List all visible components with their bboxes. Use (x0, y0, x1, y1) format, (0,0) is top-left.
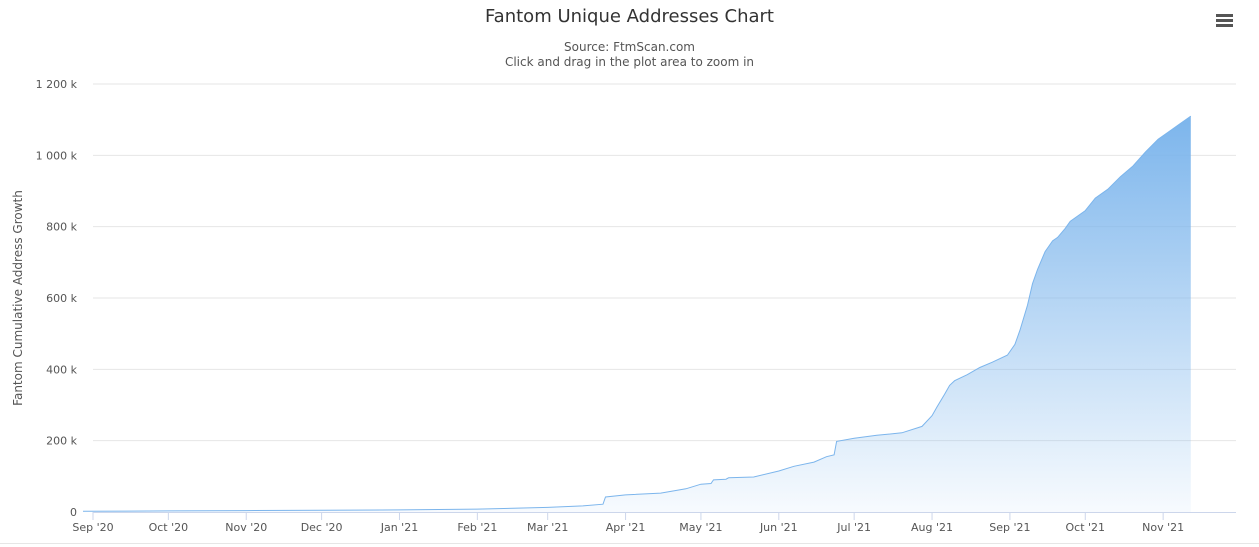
x-tick-label: Mar '21 (527, 521, 568, 534)
hamburger-menu-icon-middle (1216, 19, 1233, 22)
x-tick-label: Sep '20 (72, 521, 113, 534)
series-area-fill (83, 116, 1191, 512)
y-tick-label: 600 k (46, 292, 77, 305)
y-tick-label: 0 (70, 506, 77, 519)
x-tick-label: Jul '21 (836, 521, 871, 534)
y-tick-label: 200 k (46, 435, 77, 448)
y-tick-label: 800 k (46, 221, 77, 234)
bottom-divider (0, 543, 1259, 544)
x-tick-label: Oct '21 (1066, 521, 1106, 534)
series-line (82, 115, 1192, 512)
y-axis-ticks: 0 200 k 400 k 600 k 800 k 1 000 k 1 200 k (36, 78, 78, 519)
x-tick-label: Nov '20 (225, 521, 267, 534)
hamburger-menu-icon (1216, 14, 1233, 17)
zoom-hint: Click and drag in the plot area to zoom … (504, 55, 755, 69)
x-tick-label: May '21 (679, 521, 722, 534)
y-tick-label: 1 000 k (36, 149, 78, 162)
y-tick-label: 1 200 k (36, 78, 78, 91)
chart-menu-button[interactable] (1212, 10, 1236, 32)
x-tick-label: Jan '21 (380, 521, 418, 534)
chart-title: Fantom Unique Addresses Chart (484, 6, 774, 27)
chart-subtitle: Source: FtmScan.com (564, 40, 695, 54)
x-tick-label: Apr '21 (606, 521, 646, 534)
x-tick-label: Dec '20 (301, 521, 343, 534)
x-axis-ticks: Sep '20 Oct '20 Nov '20 Dec '20 Jan '21 Feb '… (72, 512, 1184, 534)
x-tick-label: Feb '21 (457, 521, 497, 534)
series-area (82, 115, 1192, 512)
x-tick-label: Nov '21 (1142, 521, 1184, 534)
x-tick-label: Oct '20 (149, 521, 189, 534)
x-tick-label: Sep '21 (989, 521, 1030, 534)
y-axis-title: Fantom Cumulative Address Growth (11, 190, 25, 406)
y-tick-label: 400 k (46, 363, 77, 376)
x-tick-label: Aug '21 (911, 521, 953, 534)
x-tick-label: Jun '21 (759, 521, 798, 534)
hamburger-menu-icon-bottom (1216, 24, 1233, 27)
